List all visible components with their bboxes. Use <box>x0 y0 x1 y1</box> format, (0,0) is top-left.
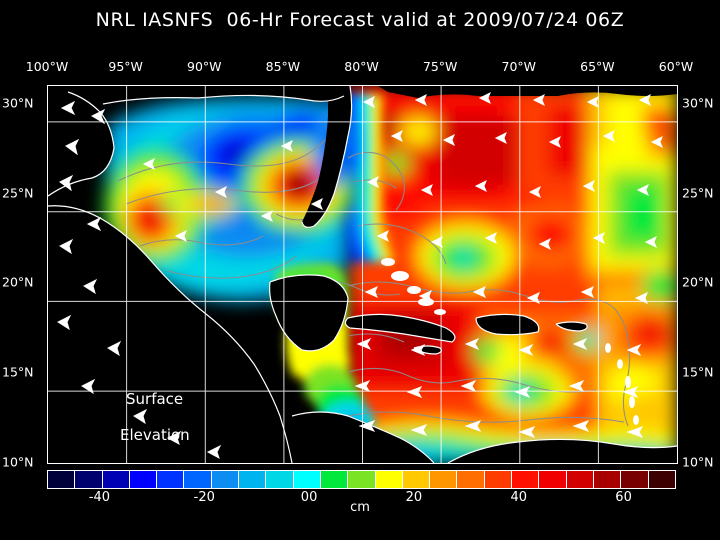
lat-label-right-3: 15°N <box>682 364 714 380</box>
lat-label-left-1: 25°N <box>2 185 34 201</box>
colorbar-cell-21[interactable] <box>621 471 649 488</box>
lon-label-7: 65°W <box>580 59 615 74</box>
colorbar-cell-0[interactable] <box>48 471 76 488</box>
lat-label-right-0: 30°N <box>682 95 714 111</box>
colorbar-cell-22[interactable] <box>648 471 675 488</box>
colorbar-cell-11[interactable] <box>348 471 376 488</box>
lon-label-1: 95°W <box>108 59 143 74</box>
lat-label-right-1: 25°N <box>682 185 714 201</box>
lon-label-3: 85°W <box>265 59 301 74</box>
lat-label-left-3: 15°N <box>2 364 34 380</box>
colorbar-cell-7[interactable] <box>239 471 267 488</box>
sea-surface-elevation-field <box>48 86 677 463</box>
map-annotation-elevation: Elevation <box>120 426 190 444</box>
lat-label-left-2: 20°N <box>2 274 34 290</box>
colorbar-cell-19[interactable] <box>566 471 594 488</box>
colorbar-cell-1[interactable] <box>75 471 103 488</box>
lon-label-5: 75°W <box>422 59 458 74</box>
colorbar-cell-2[interactable] <box>102 471 130 488</box>
colorbar[interactable] <box>47 470 676 489</box>
colorbar-tick-1: -20 <box>193 490 215 505</box>
colorbar-unit-label: cm <box>350 500 370 515</box>
colorbar-cell-8[interactable] <box>266 471 294 488</box>
map-panel[interactable]: Surface Elevation <box>47 85 678 464</box>
lon-label-8: 60°W <box>658 59 694 74</box>
colorbar-cell-5[interactable] <box>184 471 212 488</box>
colorbar-tick-3: 20 <box>405 490 423 505</box>
lon-label-2: 90°W <box>186 59 222 74</box>
colorbar-cell-4[interactable] <box>157 471 185 488</box>
lat-label-right-4: 10°N <box>682 454 714 470</box>
colorbar-cell-14[interactable] <box>430 471 458 488</box>
colorbar-tick-0: -40 <box>88 490 111 505</box>
lat-label-right-2: 20°N <box>682 274 714 290</box>
lon-label-0: 100°W <box>25 59 69 74</box>
colorbar-cell-20[interactable] <box>593 471 622 488</box>
colorbar-tick-4: 40 <box>510 490 528 505</box>
lon-label-6: 70°W <box>501 59 537 74</box>
lat-label-left-4: 10°N <box>2 454 34 470</box>
lat-label-left-0: 30°N <box>2 95 34 111</box>
map-annotation-surface: Surface <box>126 390 184 408</box>
colorbar-cell-6[interactable] <box>211 471 240 488</box>
colorbar-cell-13[interactable] <box>402 471 431 488</box>
colorbar-cell-15[interactable] <box>457 471 485 488</box>
colorbar-cell-9[interactable] <box>293 471 321 488</box>
colorbar-cell-10[interactable] <box>320 471 349 488</box>
lon-label-4: 80°W <box>344 59 379 74</box>
page-title: NRL IASNFS 06-Hr Forecast valid at 2009/… <box>95 9 625 31</box>
colorbar-cell-12[interactable] <box>375 471 403 488</box>
colorbar-cell-16[interactable] <box>484 471 513 488</box>
colorbar-cell-17[interactable] <box>512 471 540 488</box>
colorbar-tick-2: 00 <box>300 490 318 505</box>
colorbar-tick-5: 60 <box>615 490 632 505</box>
colorbar-cell-18[interactable] <box>539 471 567 488</box>
colorbar-cell-3[interactable] <box>129 471 158 488</box>
